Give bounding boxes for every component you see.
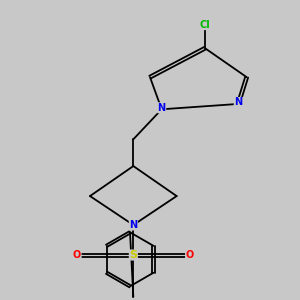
Text: N: N [158,103,166,113]
Text: O: O [185,250,194,260]
Text: N: N [234,98,242,107]
Text: N: N [129,220,137,230]
Text: Cl: Cl [200,20,210,30]
Text: S: S [129,250,137,260]
Text: O: O [73,250,81,260]
